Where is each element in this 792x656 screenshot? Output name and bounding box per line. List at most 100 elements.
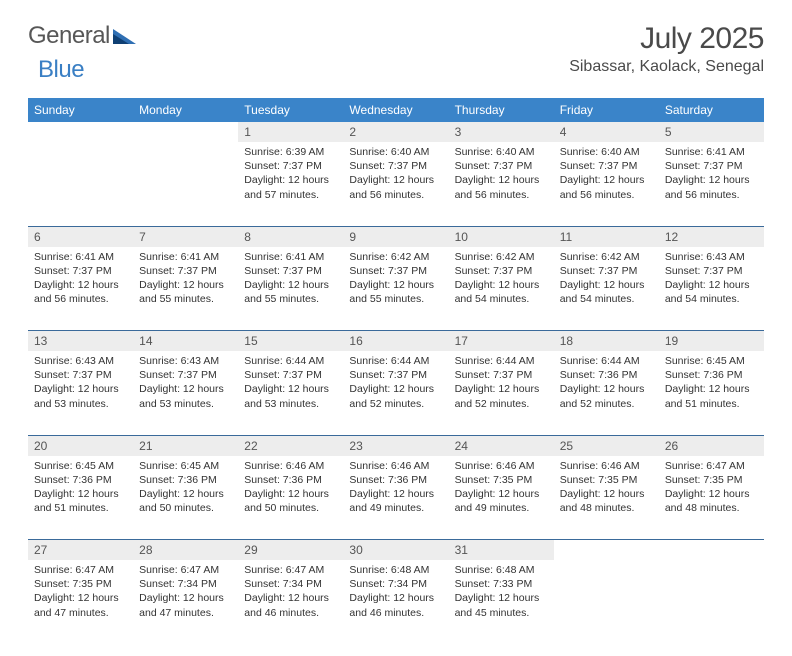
day-header: Friday [554, 98, 659, 122]
daylight-text: and 49 minutes. [349, 501, 442, 515]
sunrise-text: Sunrise: 6:41 AM [34, 250, 127, 264]
daylight-text: Daylight: 12 hours [349, 173, 442, 187]
day-number [133, 122, 238, 128]
sunrise-text: Sunrise: 6:44 AM [349, 354, 442, 368]
sunset-text: Sunset: 7:37 PM [349, 159, 442, 173]
daylight-text: and 54 minutes. [665, 292, 758, 306]
daylight-text: Daylight: 12 hours [560, 278, 653, 292]
daylight-text: Daylight: 12 hours [349, 591, 442, 605]
daylight-text: and 49 minutes. [455, 501, 548, 515]
day-cell: Sunrise: 6:44 AMSunset: 7:37 PMDaylight:… [343, 351, 448, 435]
daylight-text: Daylight: 12 hours [34, 591, 127, 605]
sunrise-text: Sunrise: 6:44 AM [244, 354, 337, 368]
sunrise-text: Sunrise: 6:41 AM [665, 145, 758, 159]
sunrise-text: Sunrise: 6:40 AM [349, 145, 442, 159]
day-cell: Sunrise: 6:46 AMSunset: 7:35 PMDaylight:… [449, 456, 554, 540]
day-number: 9 [343, 227, 448, 247]
daylight-text: and 47 minutes. [34, 606, 127, 620]
sunrise-text: Sunrise: 6:46 AM [455, 459, 548, 473]
daylight-text: and 46 minutes. [244, 606, 337, 620]
daylight-text: Daylight: 12 hours [560, 487, 653, 501]
day-cell: Sunrise: 6:40 AMSunset: 7:37 PMDaylight:… [554, 142, 659, 226]
sunrise-text: Sunrise: 6:45 AM [139, 459, 232, 473]
day-number: 11 [554, 227, 659, 247]
day-cell: Sunrise: 6:45 AMSunset: 7:36 PMDaylight:… [28, 456, 133, 540]
sunset-text: Sunset: 7:37 PM [349, 368, 442, 382]
day-header: Saturday [659, 98, 764, 122]
daylight-text: Daylight: 12 hours [244, 278, 337, 292]
sunrise-text: Sunrise: 6:42 AM [349, 250, 442, 264]
day-number: 5 [659, 122, 764, 142]
sunrise-text: Sunrise: 6:47 AM [34, 563, 127, 577]
daylight-text: and 55 minutes. [244, 292, 337, 306]
sunrise-text: Sunrise: 6:48 AM [349, 563, 442, 577]
day-number: 22 [238, 436, 343, 456]
daylight-text: Daylight: 12 hours [244, 591, 337, 605]
day-cell: Sunrise: 6:41 AMSunset: 7:37 PMDaylight:… [238, 247, 343, 331]
day-cell: Sunrise: 6:43 AMSunset: 7:37 PMDaylight:… [659, 247, 764, 331]
brand-logo: General [28, 22, 138, 50]
day-number [659, 540, 764, 546]
sunset-text: Sunset: 7:37 PM [244, 159, 337, 173]
sunrise-text: Sunrise: 6:43 AM [139, 354, 232, 368]
day-number: 12 [659, 227, 764, 247]
day-number: 23 [343, 436, 448, 456]
sunrise-text: Sunrise: 6:41 AM [244, 250, 337, 264]
daylight-text: Daylight: 12 hours [665, 173, 758, 187]
day-cell: Sunrise: 6:45 AMSunset: 7:36 PMDaylight:… [133, 456, 238, 540]
sunset-text: Sunset: 7:35 PM [455, 473, 548, 487]
day-cell [133, 142, 238, 226]
day-number: 21 [133, 436, 238, 456]
day-number: 31 [449, 540, 554, 560]
day-number: 26 [659, 436, 764, 456]
daylight-text: Daylight: 12 hours [455, 487, 548, 501]
daylight-text: and 46 minutes. [349, 606, 442, 620]
daylight-text: Daylight: 12 hours [139, 591, 232, 605]
day-cell: Sunrise: 6:48 AMSunset: 7:34 PMDaylight:… [343, 560, 448, 644]
calendar-body: 12345Sunrise: 6:39 AMSunset: 7:37 PMDayl… [28, 122, 764, 644]
sunset-text: Sunset: 7:36 PM [34, 473, 127, 487]
sunrise-text: Sunrise: 6:44 AM [560, 354, 653, 368]
daylight-text: and 45 minutes. [455, 606, 548, 620]
daylight-text: and 47 minutes. [139, 606, 232, 620]
daylight-text: and 52 minutes. [560, 397, 653, 411]
day-cell: Sunrise: 6:41 AMSunset: 7:37 PMDaylight:… [133, 247, 238, 331]
day-cell: Sunrise: 6:40 AMSunset: 7:37 PMDaylight:… [343, 142, 448, 226]
sunset-text: Sunset: 7:37 PM [34, 264, 127, 278]
daylight-text: and 56 minutes. [34, 292, 127, 306]
day-cell [554, 560, 659, 644]
sunset-text: Sunset: 7:37 PM [244, 264, 337, 278]
daylight-text: and 48 minutes. [560, 501, 653, 515]
sunset-text: Sunset: 7:36 PM [139, 473, 232, 487]
daylight-text: Daylight: 12 hours [349, 487, 442, 501]
sunset-text: Sunset: 7:36 PM [349, 473, 442, 487]
day-number: 28 [133, 540, 238, 560]
sunrise-text: Sunrise: 6:39 AM [244, 145, 337, 159]
sunset-text: Sunset: 7:35 PM [560, 473, 653, 487]
daylight-text: Daylight: 12 hours [34, 382, 127, 396]
day-number: 17 [449, 331, 554, 351]
daylight-text: and 53 minutes. [139, 397, 232, 411]
day-cell [28, 142, 133, 226]
sunrise-text: Sunrise: 6:44 AM [455, 354, 548, 368]
sunrise-text: Sunrise: 6:42 AM [560, 250, 653, 264]
day-cell: Sunrise: 6:45 AMSunset: 7:36 PMDaylight:… [659, 351, 764, 435]
sunrise-text: Sunrise: 6:40 AM [455, 145, 548, 159]
day-number: 13 [28, 331, 133, 351]
brand-text-1: General [28, 22, 110, 50]
sunrise-text: Sunrise: 6:46 AM [560, 459, 653, 473]
daylight-text: Daylight: 12 hours [560, 382, 653, 396]
daylight-text: Daylight: 12 hours [34, 278, 127, 292]
day-number: 20 [28, 436, 133, 456]
sunrise-text: Sunrise: 6:41 AM [139, 250, 232, 264]
day-number: 1 [238, 122, 343, 142]
sunrise-text: Sunrise: 6:47 AM [139, 563, 232, 577]
day-number: 18 [554, 331, 659, 351]
day-cell: Sunrise: 6:41 AMSunset: 7:37 PMDaylight:… [659, 142, 764, 226]
day-cell: Sunrise: 6:47 AMSunset: 7:35 PMDaylight:… [28, 560, 133, 644]
day-number: 7 [133, 227, 238, 247]
sunset-text: Sunset: 7:37 PM [244, 368, 337, 382]
month-title: July 2025 [569, 22, 764, 56]
daylight-text: and 56 minutes. [560, 188, 653, 202]
daylight-text: Daylight: 12 hours [455, 591, 548, 605]
